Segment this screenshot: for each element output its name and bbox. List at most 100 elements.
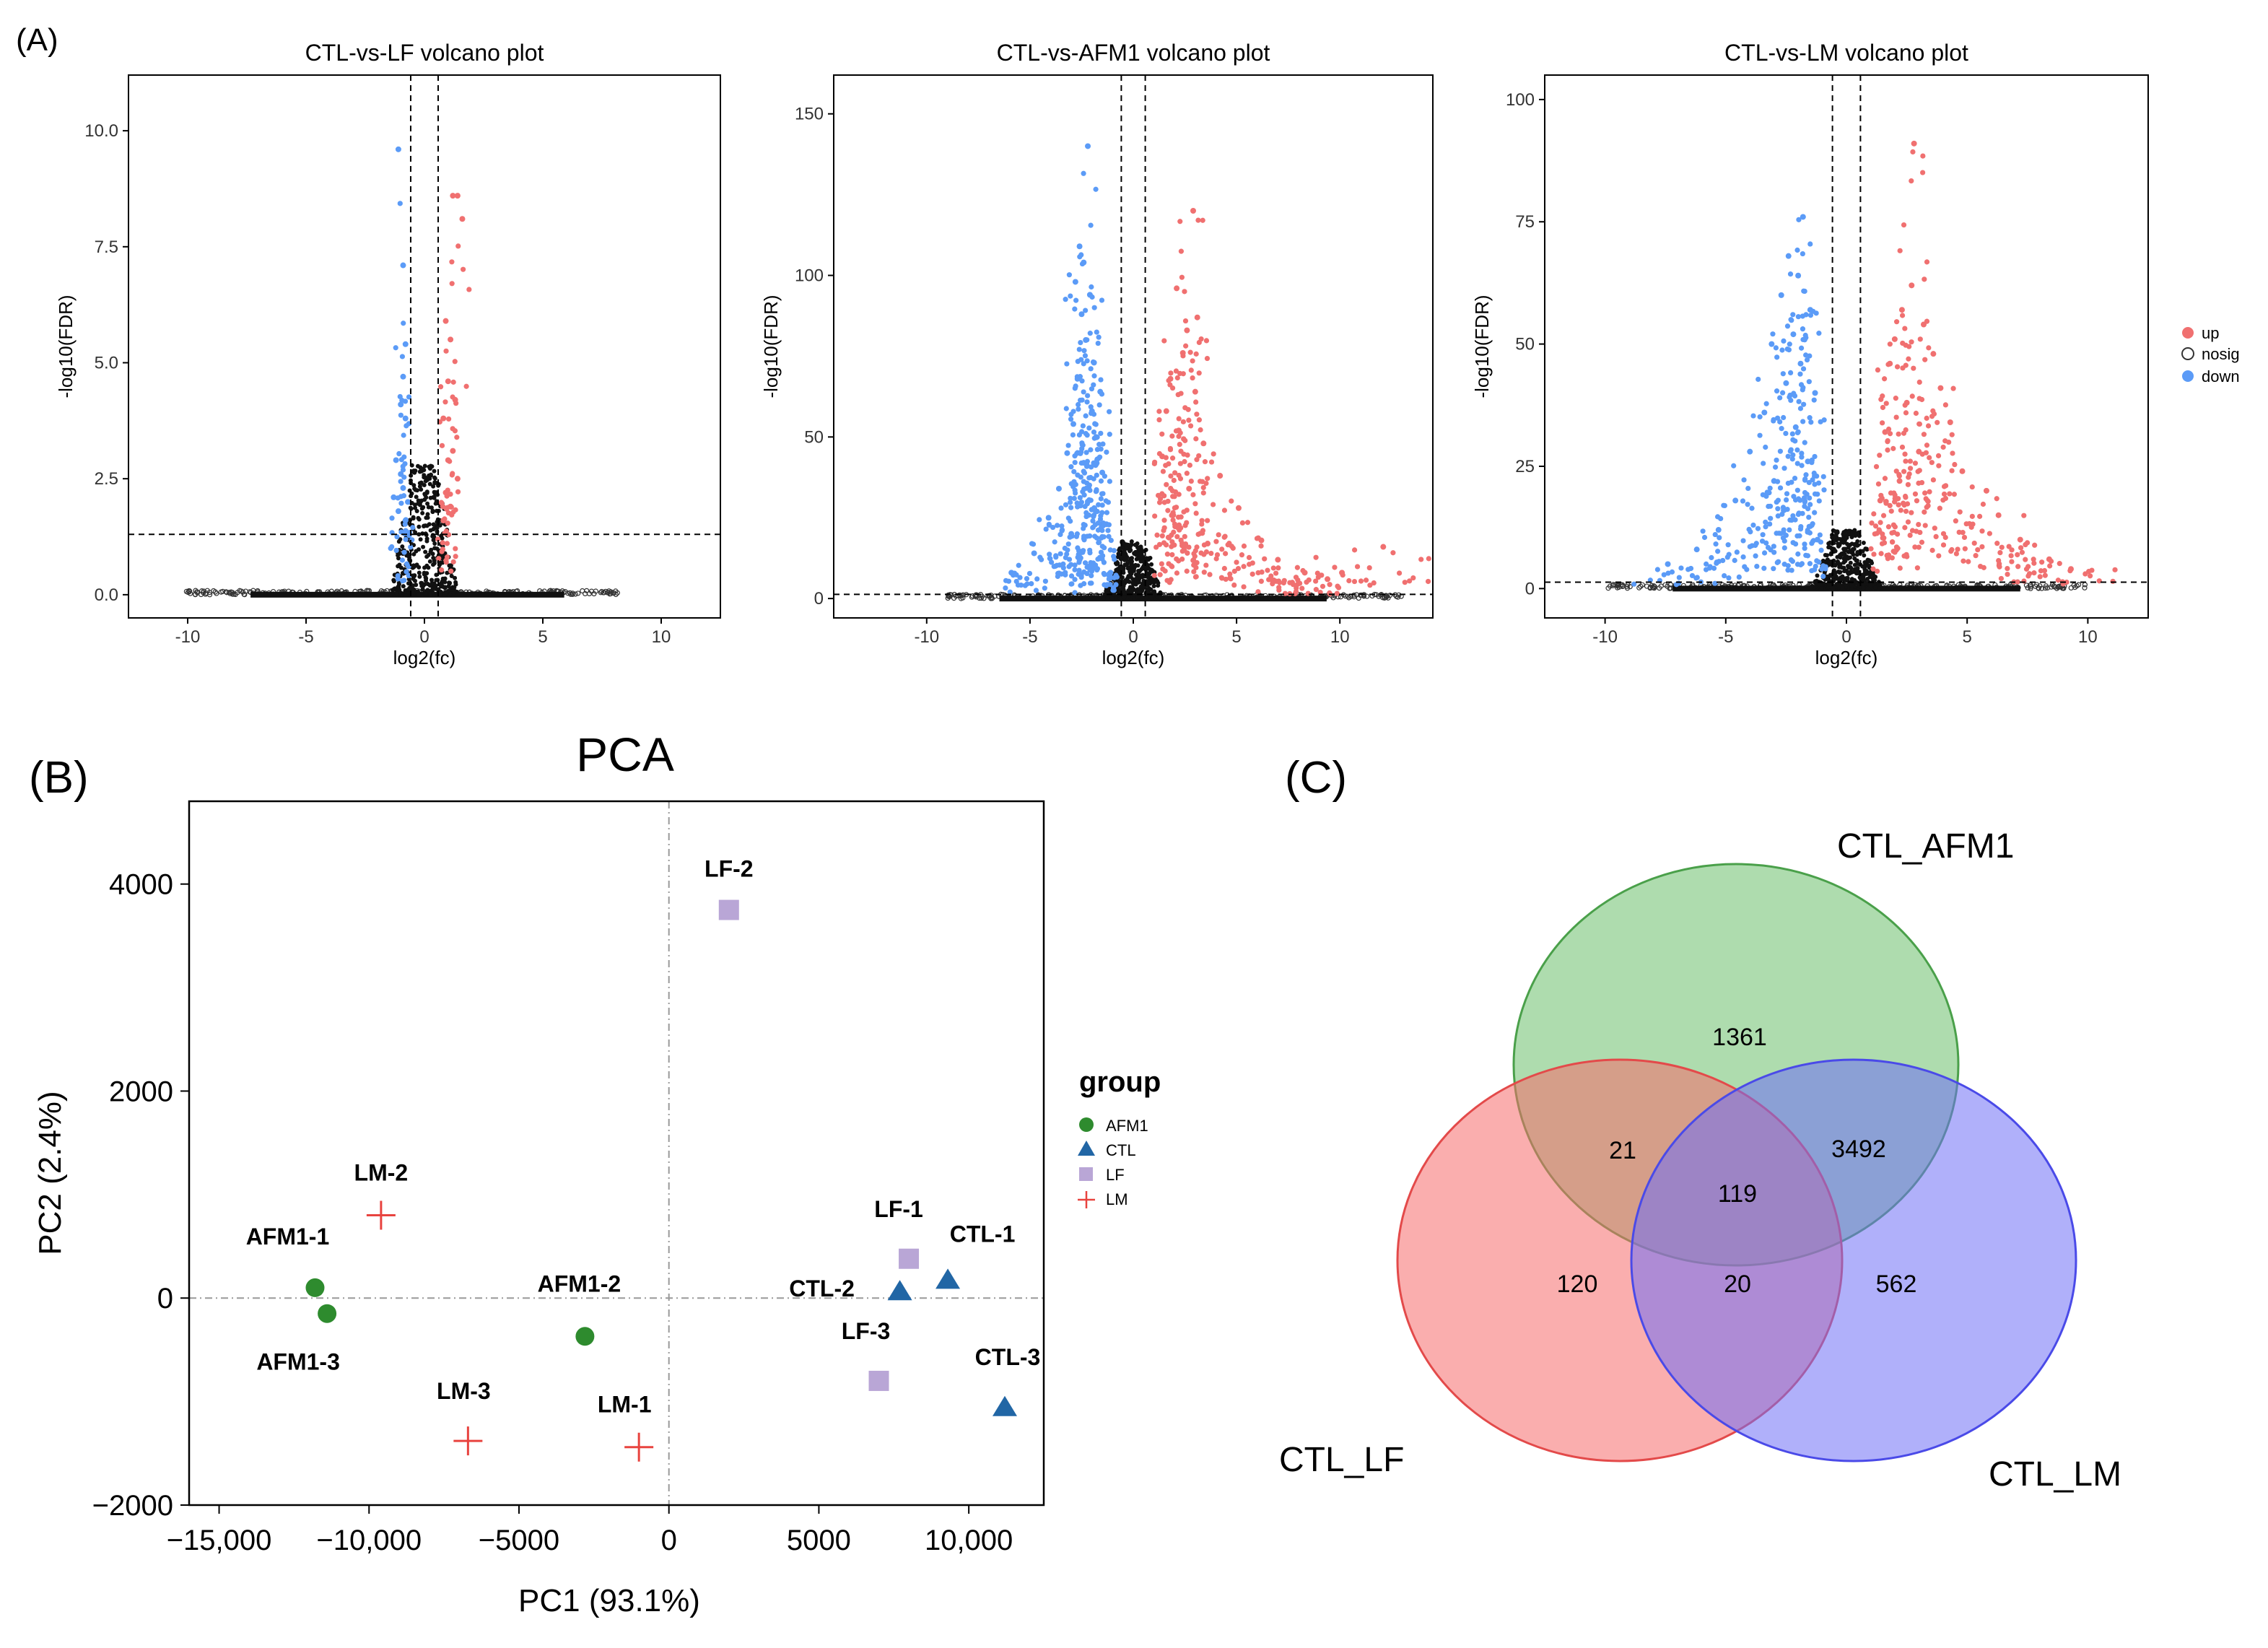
up-point	[440, 518, 447, 524]
up-point	[1154, 532, 1160, 538]
pca-point-afm1	[575, 1327, 595, 1346]
up-point	[1907, 466, 1914, 471]
down-point	[1761, 409, 1768, 416]
down-point	[1081, 492, 1087, 498]
pca-legend-ctl-marker	[1078, 1141, 1095, 1156]
up-point	[1916, 544, 1922, 550]
nosig-point	[432, 526, 437, 531]
up-point	[1180, 353, 1186, 359]
down-point	[1763, 444, 1768, 450]
down-point	[1052, 539, 1057, 545]
panel-label-c: (C)	[1285, 753, 1347, 803]
up-point	[1997, 550, 2003, 556]
up-point	[1929, 414, 1935, 419]
up-point	[1914, 528, 1919, 534]
up-point	[440, 415, 447, 422]
nosig-point	[425, 512, 430, 517]
up-point	[1192, 388, 1198, 395]
nosig-point	[570, 591, 575, 598]
x-tick-label: −10,000	[316, 1525, 422, 1556]
down-point	[1024, 575, 1030, 582]
up-point	[1922, 509, 1927, 515]
up-point	[1271, 577, 1277, 583]
up-point	[1882, 376, 1888, 382]
up-point	[1159, 561, 1164, 567]
nosig-point	[431, 484, 436, 489]
nosig-point	[945, 595, 951, 601]
down-point	[1082, 353, 1089, 359]
down-point	[1785, 567, 1791, 573]
down-point	[1776, 531, 1782, 536]
plot-frame	[833, 74, 1434, 619]
up-point	[1880, 393, 1885, 399]
up-point	[1265, 567, 1270, 573]
down-point	[1082, 522, 1088, 528]
up-point	[1223, 576, 1229, 583]
up-point	[1161, 493, 1167, 499]
down-point	[1693, 546, 1700, 553]
y-tick-label: 50	[804, 427, 824, 447]
nosig-point	[1114, 562, 1119, 567]
nosig-point	[1828, 573, 1833, 578]
up-point	[1182, 533, 1187, 539]
up-point	[1916, 480, 1922, 486]
nosig-point	[397, 562, 402, 567]
nosig-point	[1822, 570, 1827, 575]
down-point	[1784, 491, 1790, 497]
down-point	[1731, 463, 1737, 468]
up-point	[1871, 511, 1877, 517]
up-point	[1183, 343, 1189, 349]
up-point	[1188, 478, 1194, 484]
nosig-point	[409, 473, 414, 478]
nosig-point	[420, 587, 425, 592]
up-point	[1980, 501, 1986, 507]
nosig-point	[448, 588, 453, 593]
down-point	[389, 515, 395, 521]
down-point	[1089, 408, 1095, 414]
down-point	[1099, 502, 1105, 508]
down-point	[1076, 432, 1082, 438]
down-point	[1063, 554, 1068, 561]
up-point	[2032, 542, 2038, 548]
up-point	[1959, 468, 1966, 474]
y-tick-label: 0.0	[95, 585, 118, 605]
plot-frame	[128, 74, 721, 619]
down-point	[1068, 573, 1075, 579]
y-tick-label: 2000	[109, 1076, 173, 1107]
nosig-point	[194, 590, 201, 596]
down-point	[401, 321, 406, 326]
down-point	[1106, 533, 1112, 539]
down-point	[391, 494, 397, 500]
up-point	[1198, 336, 1204, 342]
plot-area	[183, 146, 620, 598]
down-point	[1070, 432, 1076, 438]
venn-count-afm1-lf: 21	[1609, 1137, 1636, 1164]
nosig-point	[1146, 575, 1151, 580]
nosig-point	[1343, 593, 1348, 599]
venn-set-label-ctl-lf: CTL_LF	[1279, 1441, 1404, 1479]
down-point	[1807, 353, 1813, 359]
down-point	[1104, 510, 1110, 515]
nosig-point	[438, 589, 443, 594]
nosig-point	[247, 589, 253, 595]
up-point	[1314, 570, 1320, 576]
nosig-point	[400, 544, 405, 549]
nosig-point	[416, 592, 422, 597]
up-point	[1230, 545, 1236, 551]
legend-up-label: up	[2202, 324, 2219, 342]
up-point	[1282, 590, 1288, 596]
down-point	[1774, 388, 1780, 394]
down-point	[1016, 562, 1021, 568]
nosig-point	[1861, 585, 1866, 590]
nosig-point	[2025, 585, 2031, 590]
x-tick-label: -5	[1022, 627, 1037, 647]
x-tick-label: 0	[1841, 627, 1851, 647]
up-point	[1186, 485, 1192, 492]
down-point	[1798, 345, 1805, 351]
nosig-point	[2028, 584, 2033, 590]
up-point	[1295, 581, 1301, 587]
nosig-point	[412, 486, 417, 491]
down-point	[1818, 419, 1823, 424]
up-point	[1306, 577, 1312, 583]
up-point	[1887, 502, 1893, 508]
